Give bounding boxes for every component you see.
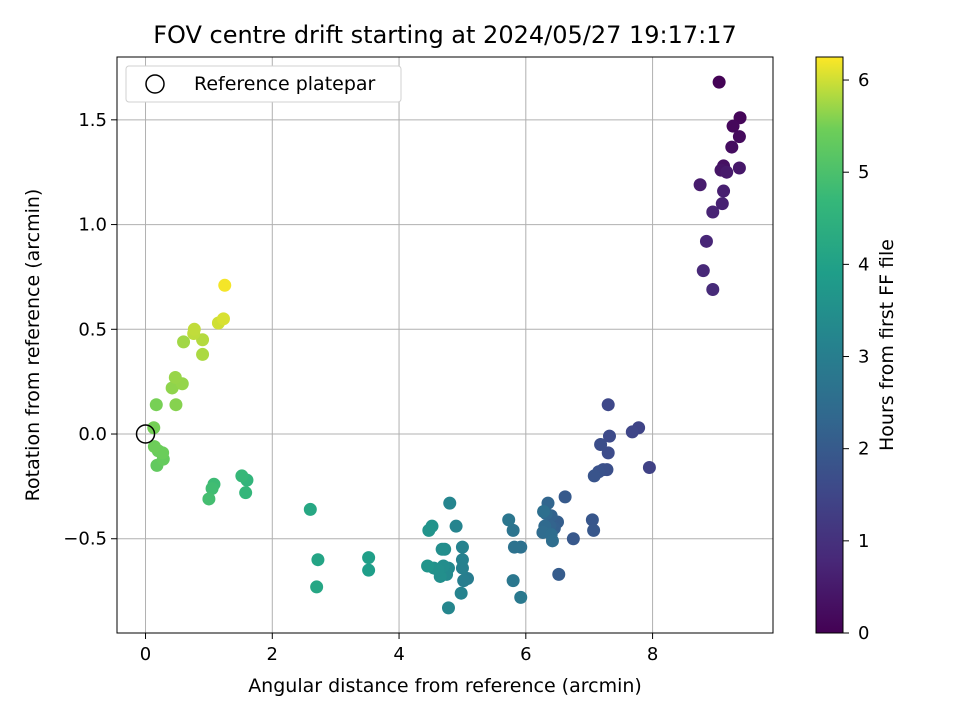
data-point [362,551,376,565]
data-point [455,553,469,567]
chart-title: FOV centre drift starting at 2024/05/27 … [153,21,737,49]
x-tick-label: 8 [647,644,658,665]
legend: Reference platepar [125,65,402,103]
colorbar-tick-label: 6 [858,70,869,91]
x-axis-label: Angular distance from reference (arcmin) [248,675,642,697]
data-point [303,502,317,516]
y-axis-ticks: −0.5 0.0 0.5 1.0 1.5 [63,110,117,550]
data-point [168,370,182,384]
data-point [537,505,551,519]
colorbar-tick-label: 0 [858,623,869,644]
data-point [706,282,720,296]
data-point [507,540,521,554]
data-point [506,574,520,588]
colorbar-gradient [815,56,844,634]
colorbar: 0 1 2 3 4 5 6 Hours from first FF file [815,56,898,644]
data-point [699,234,713,248]
data-point [514,590,528,604]
data-point [642,461,656,475]
data-point [205,481,219,495]
data-point [587,523,601,537]
data-point [165,381,179,395]
data-point [443,496,457,510]
colorbar-tick-label: 5 [858,162,869,183]
x-tick-label: 0 [140,644,151,665]
data-point [441,601,455,615]
data-point [455,540,469,554]
legend-marker [145,74,165,94]
data-point [717,184,731,198]
colorbar-tick-label: 1 [858,531,869,552]
data-point [715,197,729,211]
colorbar-tick-label: 3 [858,347,869,368]
data-point [545,534,559,548]
data-point [147,440,161,454]
plot-frame [116,56,774,634]
x-tick-label: 2 [267,644,278,665]
data-points [147,75,747,615]
data-point [362,563,376,577]
data-point [706,205,720,219]
colorbar-label: Hours from first FF file [876,239,898,451]
data-point [310,580,324,594]
colorbar-tick-label: 4 [858,254,869,275]
data-point [421,559,435,573]
colorbar-ticks: 0 1 2 3 4 5 6 [843,70,869,644]
data-point [693,178,707,192]
data-point [506,523,520,537]
x-tick-label: 4 [393,644,404,665]
data-point [601,398,615,412]
data-point [726,119,740,133]
data-point [177,335,191,349]
data-point [196,347,210,361]
data-point [422,523,436,537]
y-tick-label: 0.5 [78,319,107,340]
data-point [732,130,746,144]
data-point [587,469,601,483]
data-point [594,437,608,451]
data-point [732,161,746,175]
data-point [187,322,201,336]
data-point [454,586,468,600]
reference-point-marker [135,424,156,444]
data-point [602,429,616,443]
y-tick-label: 0.0 [78,424,107,445]
data-point [202,492,216,506]
x-axis-ticks: 0 2 4 6 8 [140,633,658,665]
data-point [558,490,572,504]
data-point [502,513,516,527]
x-tick-label: 6 [520,644,531,665]
data-point [216,312,230,326]
legend-label: Reference platepar [194,73,376,95]
data-point [239,486,253,500]
data-point [235,469,249,483]
colorbar-tick-label: 2 [858,439,869,460]
grid [117,57,773,633]
y-axis-label: Rotation from reference (arcmin) [22,189,44,502]
legend-box [125,65,402,103]
data-point [435,542,449,556]
data-point [457,574,471,588]
data-point [149,398,163,412]
data-point [696,264,710,278]
data-point [552,567,566,581]
data-point [311,553,325,567]
data-point [566,532,580,546]
data-point [712,75,726,89]
y-tick-label: 1.5 [78,110,107,131]
data-point [147,421,161,435]
data-point [218,278,232,292]
data-point [725,140,739,154]
data-point [625,425,639,439]
data-point [720,165,734,179]
data-point [585,513,599,527]
y-tick-label: −0.5 [63,529,107,550]
data-point [601,446,615,460]
y-tick-label: 1.0 [78,215,107,236]
data-point [169,398,183,412]
data-point [449,519,463,533]
